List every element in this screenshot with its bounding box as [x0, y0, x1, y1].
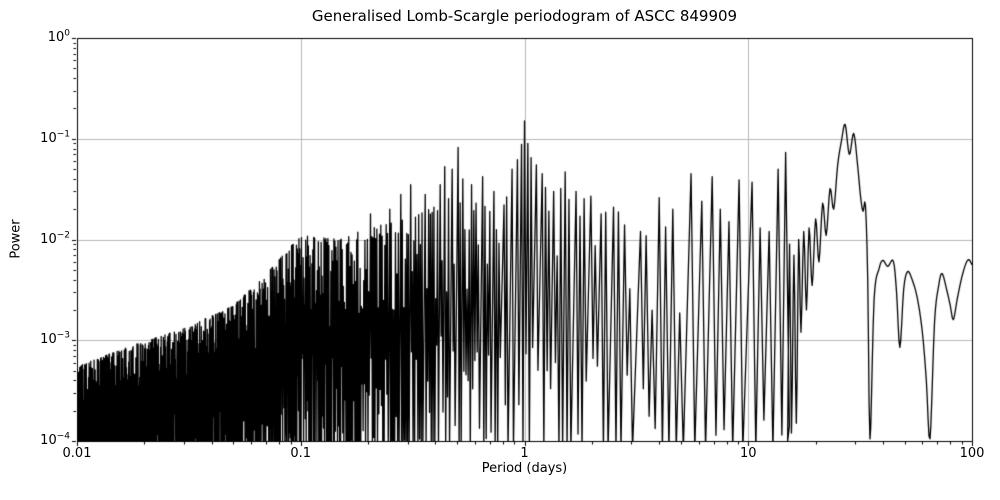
- x-axis-label: Period (days): [481, 461, 568, 476]
- chart-title: Generalised Lomb-Scargle periodogram of …: [311, 7, 738, 25]
- x-tick-label: 10: [739, 446, 757, 461]
- x-tick-label: 100: [959, 446, 985, 461]
- y-tick-label: 10−2: [40, 230, 70, 247]
- y-tick-label: 10−1: [40, 129, 70, 146]
- y-tick-label: 10−3: [40, 330, 70, 348]
- x-tick-label: 0.01: [62, 446, 92, 461]
- y-tick-label: 10−4: [40, 431, 70, 448]
- x-tick-label: 1: [520, 446, 529, 461]
- x-tick-label: 0.1: [290, 446, 312, 461]
- y-tick-label: 100: [47, 28, 70, 45]
